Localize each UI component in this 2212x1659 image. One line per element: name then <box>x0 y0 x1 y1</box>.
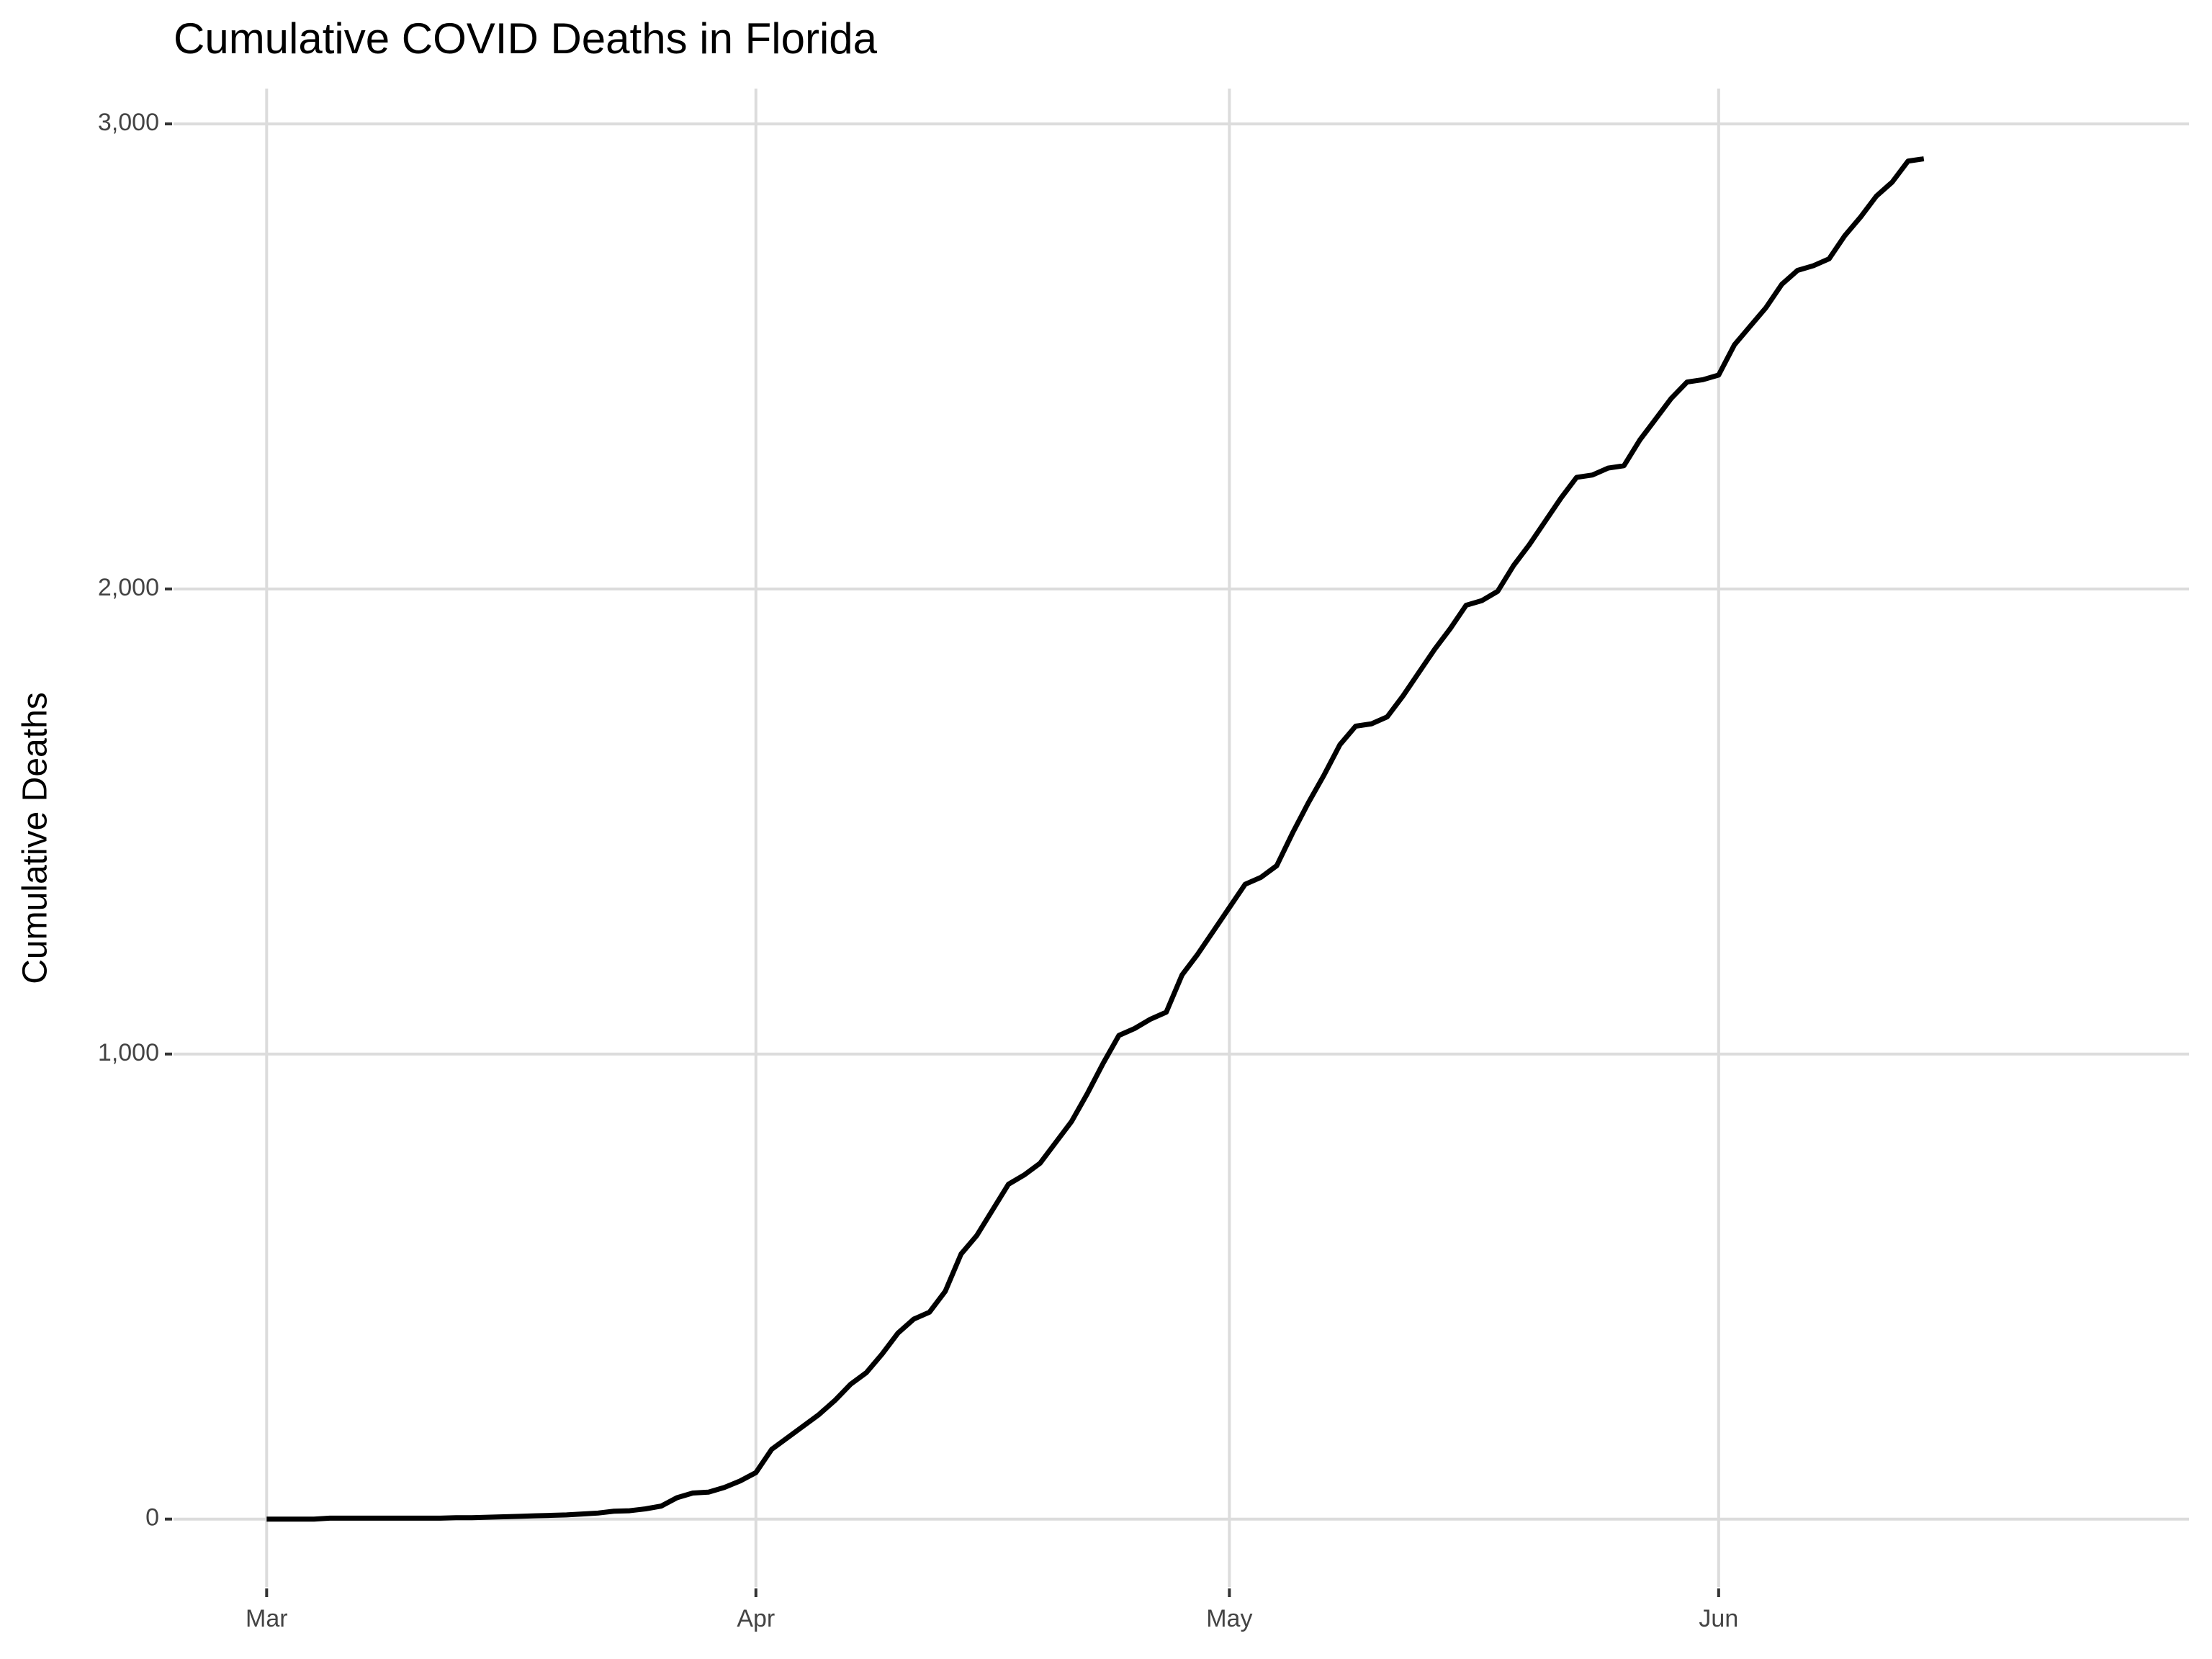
x-tick-label: Mar <box>246 1605 288 1632</box>
y-tick-label: 2,000 <box>98 574 159 601</box>
y-tick-label: 0 <box>145 1504 159 1532</box>
x-tick-label: Jun <box>1699 1605 1738 1632</box>
y-tick-label: 3,000 <box>98 109 159 136</box>
y-axis-title: Cumulative Deaths <box>17 692 55 984</box>
y-tick-label: 1,000 <box>98 1039 159 1066</box>
x-tick-label: Apr <box>737 1605 775 1632</box>
chart-title: Cumulative COVID Deaths in Florida <box>174 14 878 63</box>
x-tick-label: May <box>1206 1605 1252 1632</box>
data-line <box>266 156 1925 1522</box>
